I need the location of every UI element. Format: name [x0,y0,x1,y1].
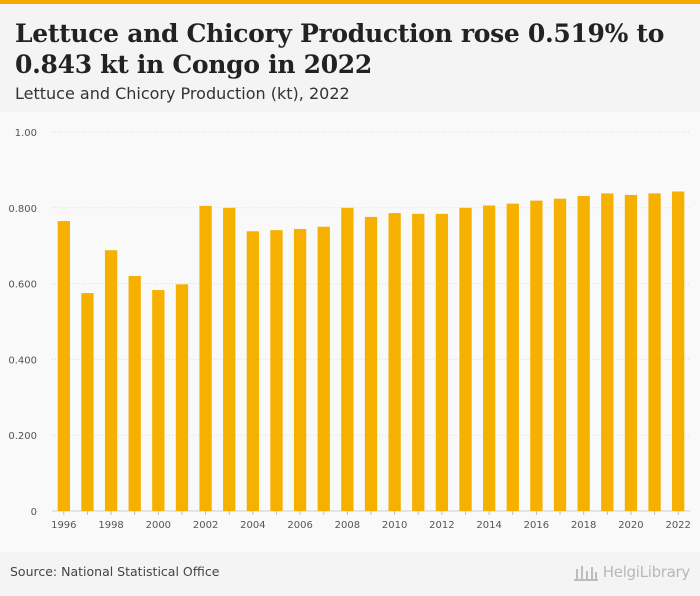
bar-2020[interactable] [624,194,638,511]
helgi-library-logo[interactable]: HelgiLibrary [573,562,690,582]
bar-2010[interactable] [388,213,401,511]
bar-2001[interactable] [175,284,189,511]
chart-area: 0 0.200 0.400 0.600 0.800 1.00 1996 1998 2000 20… [0,112,700,552]
y-tick-label: 0.400 [8,355,37,366]
chart-title: Lettuce and Chicory Production rose 0.51… [15,19,665,79]
x-tick-label: 2014 [476,520,501,531]
x-tick-label: 2006 [287,520,312,531]
x-tick-label: 2002 [193,520,218,531]
bar-2000[interactable] [152,290,165,511]
x-tick-label: 2016 [524,520,549,531]
bar-2015[interactable] [506,203,519,512]
x-tick-label: 2022 [665,520,690,531]
bar-2007[interactable] [317,226,330,511]
bar-1996[interactable] [57,221,70,511]
bar-2004[interactable] [246,231,259,511]
bar-2006[interactable] [293,229,307,512]
y-tick-label: 1.00 [15,128,37,139]
bar-2018[interactable] [577,196,590,511]
bars-layer [57,191,685,512]
chart-header: Lettuce and Chicory Production rose 0.51… [0,4,700,112]
bar-2003[interactable] [223,207,236,512]
x-tick-label: 2008 [335,520,360,531]
chart-subtitle: Lettuce and Chicory Production (kt), 202… [15,84,350,103]
x-tick-label: 2000 [146,520,171,531]
logo-text: HelgiLibrary [602,563,691,581]
bar-2002[interactable] [199,205,212,511]
bar-2011[interactable] [412,213,425,511]
bar-chart: 0 0.200 0.400 0.600 0.800 1.00 1996 1998 2000 20… [8,128,691,531]
bar-1997[interactable] [81,293,94,511]
bar-2022[interactable] [672,191,685,511]
x-tick-label: 1998 [98,520,123,531]
bar-1998[interactable] [104,250,118,512]
y-tick-label: 0.800 [8,204,37,215]
x-tick-label: 1996 [51,520,76,531]
x-axis-ticks: 1996 1998 2000 2002 2004 2006 2008 2010 2012 2014… [51,511,691,531]
bar-1999[interactable] [128,276,141,511]
bar-2017[interactable] [553,198,567,511]
y-axis-ticks: 0 0.200 0.400 0.600 0.800 1.00 [8,128,37,518]
top-accent-rule [0,0,700,4]
bar-2009[interactable] [364,216,378,511]
bar-2005[interactable] [270,230,283,511]
library-building-icon [573,566,598,581]
x-tick-label: 2020 [618,520,643,531]
bar-2013[interactable] [459,207,472,512]
chart-footer: Source: National Statistical Office Helg… [0,552,700,596]
bar-2014[interactable] [483,205,496,511]
bar-2012[interactable] [435,213,449,511]
x-tick-label: 2018 [571,520,596,531]
y-tick-label: 0.200 [8,431,37,442]
x-tick-label: 2004 [240,520,265,531]
bar-2019[interactable] [601,193,614,511]
x-tick-label: 2012 [429,520,454,531]
bar-2021[interactable] [648,193,661,511]
source-note: Source: National Statistical Office [10,564,220,579]
y-tick-label: 0 [31,507,37,518]
bar-2016[interactable] [530,200,543,511]
x-tick-label: 2010 [382,520,407,531]
bar-2008[interactable] [341,207,354,512]
y-tick-label: 0.600 [8,280,37,291]
